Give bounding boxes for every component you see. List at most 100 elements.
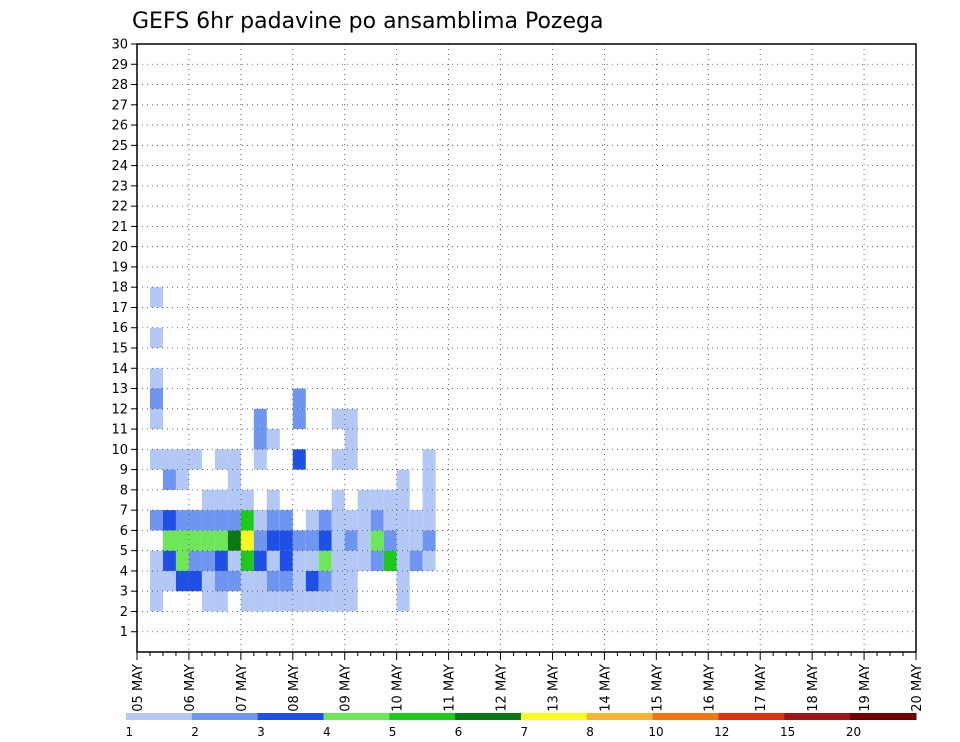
cell-58 xyxy=(253,449,267,470)
cell-81 xyxy=(305,570,319,592)
cell-33 xyxy=(214,591,228,612)
cell-105 xyxy=(344,408,358,430)
colorbar-label-6: 7 xyxy=(520,725,528,739)
y-tick-label-19: 19 xyxy=(111,260,128,275)
cell-92 xyxy=(331,550,345,571)
colorbar-label-10: 15 xyxy=(780,725,795,739)
cell-57 xyxy=(253,510,267,531)
cell-13 xyxy=(162,510,176,531)
colorbar-band-3 xyxy=(323,713,390,720)
cell-67 xyxy=(266,429,280,450)
x-tick-label-1: 06 MAY xyxy=(183,664,198,712)
cell-51 xyxy=(240,510,254,531)
colorbar-label-2: 3 xyxy=(257,725,265,739)
cell-27 xyxy=(201,591,215,612)
colorbar-band-5 xyxy=(455,713,522,720)
x-tick-label-13: 18 MAY xyxy=(806,664,821,712)
cell-4 xyxy=(149,449,163,470)
y-tick-label-20: 20 xyxy=(111,240,128,255)
cell-1 xyxy=(149,570,163,592)
colorbar-band-7 xyxy=(586,713,654,720)
y-tick-label-27: 27 xyxy=(111,98,128,113)
y-tick-label-6: 6 xyxy=(120,524,128,539)
cell-34 xyxy=(214,570,228,592)
cell-107 xyxy=(357,530,371,551)
y-tick-label-29: 29 xyxy=(111,58,128,73)
cell-113 xyxy=(370,489,384,511)
x-tick-label-15: 20 MAY xyxy=(910,664,925,712)
y-tick-label-26: 26 xyxy=(111,119,128,134)
cell-21 xyxy=(175,449,189,470)
x-tick-label-0: 05 MAY xyxy=(131,664,146,712)
y-tick-label-14: 14 xyxy=(111,362,128,377)
y-tick-label-18: 18 xyxy=(111,281,128,296)
cell-55 xyxy=(253,550,267,571)
colorbar-band-6 xyxy=(521,713,588,720)
x-tick-label-4: 09 MAY xyxy=(339,664,354,712)
colorbar-label-9: 12 xyxy=(714,725,729,739)
colorbar: 1 2 3 4 5 6 7 8 10 12 15 20 xyxy=(125,713,917,739)
cell-130 xyxy=(422,510,436,531)
colorbar-band-11 xyxy=(850,713,917,720)
chart-title: GEFS 6hr padavine po ansamblima Pozega xyxy=(132,9,603,34)
cell-126 xyxy=(409,530,423,551)
cell-18 xyxy=(175,530,189,551)
cell-129 xyxy=(422,530,436,551)
cell-95 xyxy=(331,489,345,511)
cell-10 xyxy=(162,570,176,592)
cell-83 xyxy=(305,530,319,551)
cell-49 xyxy=(240,550,254,571)
cell-7 xyxy=(149,368,163,389)
colorbar-band-9 xyxy=(718,713,785,720)
cell-6 xyxy=(149,388,163,409)
cell-123 xyxy=(396,489,410,511)
cell-78 xyxy=(292,408,306,430)
cell-115 xyxy=(383,530,397,551)
y-axis: 1234567891011121314151617181920212223242… xyxy=(111,38,137,640)
cell-74 xyxy=(292,570,306,592)
cell-2 xyxy=(149,550,163,571)
cell-0 xyxy=(149,591,163,612)
cell-54 xyxy=(253,570,267,592)
colorbar-band-2 xyxy=(257,713,324,720)
cell-62 xyxy=(266,570,280,592)
cell-19 xyxy=(175,510,189,531)
cell-23 xyxy=(188,550,202,571)
y-tick-label-4: 4 xyxy=(120,564,128,579)
cell-71 xyxy=(279,530,293,551)
cell-35 xyxy=(214,550,228,571)
colorbar-label-4: 5 xyxy=(389,725,397,739)
x-axis: 05 MAY 06 MAY 07 MAY 08 MAY 09 MAY 10 MAY 11 M… xyxy=(131,652,925,712)
colorbar-label-8: 10 xyxy=(648,725,663,739)
cell-37 xyxy=(214,510,228,531)
cell-15 xyxy=(162,449,176,470)
cell-98 xyxy=(344,591,358,612)
cell-24 xyxy=(188,530,202,551)
cell-56 xyxy=(253,530,267,551)
cell-85 xyxy=(318,591,332,612)
cell-117 xyxy=(383,489,397,511)
cell-73 xyxy=(292,591,306,612)
cell-30 xyxy=(201,530,215,551)
y-tick-label-12: 12 xyxy=(111,402,128,417)
y-tick-label-21: 21 xyxy=(111,220,128,235)
cell-14 xyxy=(162,469,176,490)
cell-91 xyxy=(331,570,345,592)
colorbar-label-1: 2 xyxy=(191,725,199,739)
cell-110 xyxy=(370,550,384,571)
cell-122 xyxy=(396,510,410,531)
cell-125 xyxy=(409,550,423,571)
cell-8 xyxy=(149,327,163,348)
cell-66 xyxy=(266,489,280,511)
colorbar-band-1 xyxy=(191,713,259,720)
cell-45 xyxy=(227,469,241,490)
cell-75 xyxy=(292,550,306,571)
x-tick-label-7: 12 MAY xyxy=(495,664,510,712)
cell-99 xyxy=(344,570,358,592)
x-tick-label-2: 07 MAY xyxy=(235,664,250,712)
cell-116 xyxy=(383,510,397,531)
cell-79 xyxy=(292,388,306,409)
cell-38 xyxy=(214,489,228,511)
cell-41 xyxy=(227,550,241,571)
cell-101 xyxy=(344,530,358,551)
